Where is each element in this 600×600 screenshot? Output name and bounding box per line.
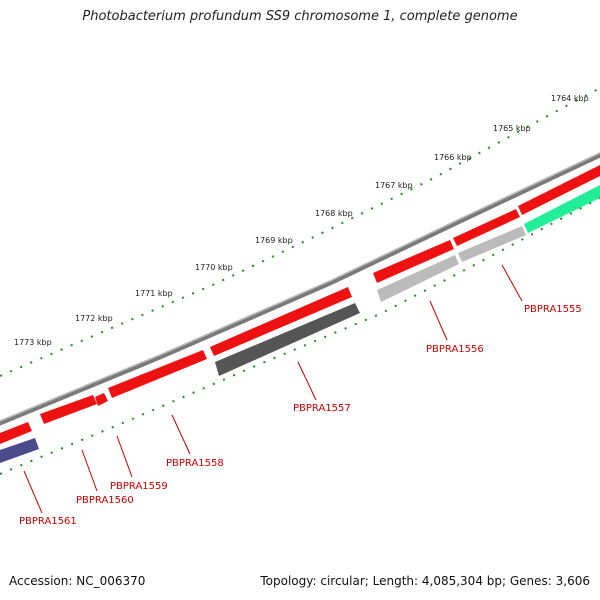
ruler-labels: 1764 kbp 1765 kbp 1766 kbp 1767 kbp 1768… (14, 94, 589, 347)
gene-reverse-teal[interactable] (524, 185, 600, 233)
gene-label-pbpra1556: PBPRA1556 (426, 344, 484, 355)
gene-reverse-light-1[interactable] (458, 226, 526, 262)
gene-labels: PBPRA1555 PBPRA1556 PBPRA1557 PBPRA1558 … (19, 304, 582, 527)
gene-label-pbpra1555: PBPRA1555 (524, 304, 582, 315)
gene-label-pbpra1561: PBPRA1561 (19, 516, 77, 527)
ruler-label: 1771 kbp (135, 289, 173, 298)
ruler-label: 1766 kbp (434, 153, 472, 162)
gene-forward-8[interactable] (0, 422, 32, 444)
gene-label-pbpra1560: PBPRA1560 (76, 495, 134, 506)
forward-genes (0, 165, 600, 444)
ruler-label: 1764 kbp (551, 94, 589, 103)
ruler-label: 1765 kbp (493, 124, 531, 133)
ruler-label: 1770 kbp (195, 263, 233, 272)
gene-forward-5[interactable] (108, 350, 207, 398)
gene-reverse-light-2[interactable] (377, 255, 459, 302)
ruler-label: 1767 kbp (375, 181, 413, 190)
ruler-label: 1768 kbp (315, 209, 353, 218)
leader-lines (23, 264, 523, 514)
ruler-label: 1769 kbp (255, 236, 293, 245)
ruler-label: 1772 kbp (75, 314, 113, 323)
gene-forward-3[interactable] (373, 240, 454, 283)
accession-label: Accession: NC_006370 (9, 574, 146, 588)
gene-reverse-dark[interactable] (215, 303, 360, 376)
gene-reverse-navy[interactable] (0, 438, 39, 463)
gene-forward-7[interactable] (40, 395, 97, 424)
gene-label-pbpra1558: PBPRA1558 (166, 458, 224, 469)
map-title: Photobacterium profundum SS9 chromosome … (82, 9, 518, 24)
gene-label-pbpra1559: PBPRA1559 (110, 481, 168, 492)
gene-label-pbpra1557: PBPRA1557 (293, 403, 351, 414)
gene-forward-6[interactable] (95, 393, 108, 406)
gene-forward-2[interactable] (453, 209, 520, 246)
ruler-label: 1773 kbp (14, 338, 52, 347)
chromosome-backbone (0, 152, 600, 426)
gene-forward-4[interactable] (210, 287, 352, 356)
topology-label: Topology: circular; Length: 4,085,304 bp… (260, 574, 590, 588)
gene-forward-1[interactable] (518, 165, 600, 215)
reverse-genes (0, 185, 600, 463)
